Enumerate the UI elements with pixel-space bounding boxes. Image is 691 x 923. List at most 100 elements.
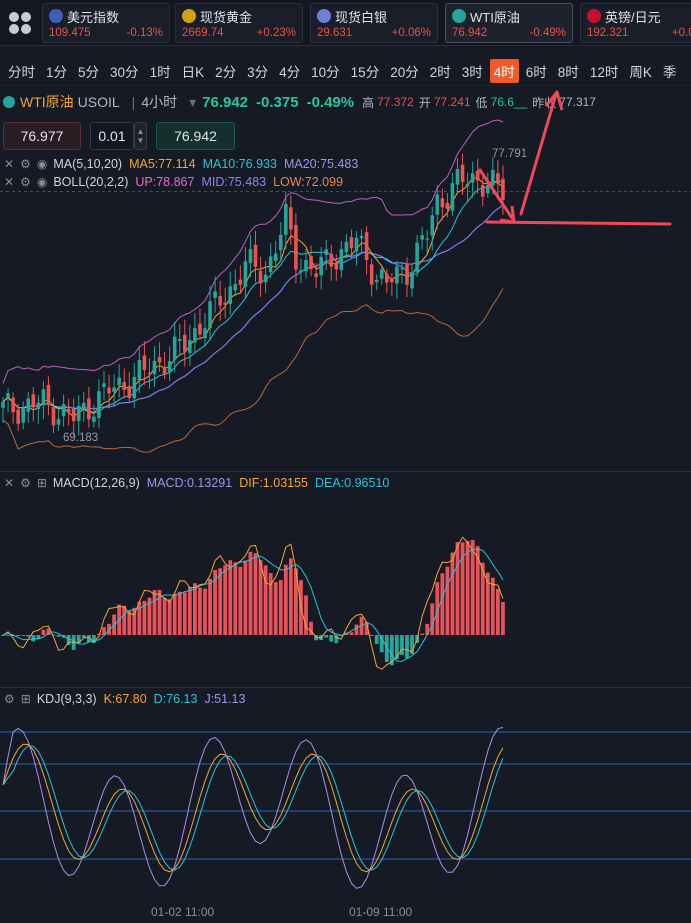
- candle-body: [480, 185, 485, 197]
- candle-body: [248, 249, 253, 264]
- macd-bar: [329, 635, 334, 642]
- timeframe-tab[interactable]: 日K: [181, 64, 205, 80]
- candle-body: [51, 407, 56, 426]
- maximize-icon[interactable]: ⊞: [36, 476, 47, 490]
- timeframe-tab[interactable]: 3分: [247, 64, 269, 80]
- quote-change: -0.49%: [529, 27, 566, 39]
- pane-divider[interactable]: [0, 471, 691, 472]
- candle-body: [36, 402, 41, 410]
- stepper-down-icon[interactable]: ▼: [136, 136, 145, 145]
- timeframe-tab[interactable]: 4分: [279, 64, 301, 80]
- d-value: D:76.13: [153, 692, 198, 706]
- eye-icon[interactable]: ◉: [36, 175, 48, 189]
- settings-icon[interactable]: ⚙: [20, 157, 31, 171]
- candle-body: [56, 419, 61, 425]
- candle-body: [284, 203, 288, 235]
- timeframe-tab[interactable]: 周K: [629, 64, 652, 80]
- macd-bar: [410, 635, 414, 655]
- quote-card[interactable]: 现货黄金 2669.74 +0.23%: [175, 3, 303, 43]
- macd-bar: [273, 582, 278, 635]
- close-icon[interactable]: ✕: [4, 476, 15, 490]
- timeframe-tab[interactable]: 6时: [525, 64, 547, 80]
- timeframe-tab[interactable]: 15分: [350, 64, 380, 80]
- period-selector[interactable]: 4小时: [141, 94, 178, 110]
- timeframe-tab[interactable]: 2分: [215, 64, 237, 80]
- settings-icon[interactable]: ⚙: [20, 175, 31, 189]
- quote-name: 现货黄金: [200, 9, 253, 25]
- close-icon[interactable]: ✕: [4, 157, 15, 171]
- candle-body: [208, 301, 212, 329]
- macd-bar: [51, 634, 56, 636]
- maximize-icon[interactable]: ⊞: [20, 692, 31, 706]
- quote-price: 76.942: [452, 27, 488, 39]
- low-label: 低: [475, 95, 488, 110]
- candle-body: [228, 286, 233, 305]
- macd-bar: [283, 564, 288, 635]
- ma5-value: MA5:77.114: [129, 157, 196, 171]
- timeframe-tab[interactable]: 2时: [429, 64, 451, 80]
- quote-card[interactable]: 英镑/日元 192.321 +0.09: [580, 3, 691, 43]
- j-line: [2, 726, 504, 889]
- flag-icon: [317, 9, 331, 23]
- candle-body: [379, 269, 384, 279]
- pane-divider[interactable]: [0, 687, 691, 688]
- quantity-stepper[interactable]: ▲ ▼: [134, 122, 147, 150]
- candle-body: [127, 386, 132, 398]
- open-label: 开: [418, 95, 431, 110]
- macd-bar: [374, 635, 379, 644]
- timeframe-tab[interactable]: 5分: [78, 64, 100, 80]
- app-menu-icon[interactable]: [0, 0, 40, 46]
- timeframe-bar: 分时 1分 5分 30分 1时 日K 2分 3分 4分 10分 15分 20分 2时 3时 4时 6时 8时 12…: [0, 56, 691, 86]
- low-value: 76.6__: [490, 95, 528, 109]
- macd-bar: [16, 635, 21, 636]
- close-icon[interactable]: ✕: [4, 175, 15, 189]
- sell-price-button[interactable]: 76.977: [3, 122, 81, 150]
- high-value: 77.372: [377, 95, 414, 109]
- symbol-name[interactable]: WTI原油: [20, 94, 74, 110]
- eye-icon[interactable]: ◉: [36, 157, 48, 171]
- timeframe-tab[interactable]: 12时: [589, 64, 619, 80]
- quote-change: +0.09: [671, 27, 691, 39]
- candle-body: [142, 355, 147, 370]
- timeframe-tab[interactable]: 1分: [46, 64, 68, 80]
- candle-body: [21, 407, 25, 423]
- macd-bar: [450, 552, 455, 635]
- macd-bar: [157, 590, 162, 635]
- timeframe-tab[interactable]: 20分: [390, 64, 419, 80]
- macd-bar: [172, 593, 177, 635]
- macd-bar: [198, 587, 202, 635]
- candle-body: [390, 278, 394, 283]
- candle-body: [324, 249, 328, 255]
- boll-label: BOLL(20,2,2): [53, 175, 129, 189]
- timeframe-tab[interactable]: 10分: [311, 64, 340, 80]
- macd-bar: [278, 580, 283, 635]
- candle-body: [41, 389, 46, 405]
- quote-card[interactable]: WTI原油 76.942 -0.49%: [445, 3, 573, 43]
- quantity-input[interactable]: 0.01: [90, 122, 134, 150]
- macd-bar: [228, 560, 233, 635]
- timeframe-tab[interactable]: 季: [662, 64, 677, 80]
- timeframe-tab[interactable]: 1时: [149, 64, 171, 80]
- timeframe-tab[interactable]: 8时: [557, 64, 579, 80]
- candle-body: [475, 170, 480, 181]
- macd-bar: [11, 635, 15, 636]
- timeframe-tab[interactable]: 30分: [110, 64, 139, 80]
- timeframe-tab[interactable]: 分时: [8, 64, 35, 80]
- quote-card[interactable]: 美元指数 109.475 -0.13%: [42, 3, 170, 43]
- settings-icon[interactable]: ⚙: [20, 476, 31, 490]
- timeframe-tab[interactable]: 3时: [461, 64, 483, 80]
- macd-bar: [420, 633, 425, 635]
- chevron-down-icon[interactable]: ▾: [189, 93, 197, 110]
- candle-body: [385, 273, 389, 283]
- quote-card[interactable]: 现货白银 29.631 +0.06%: [310, 3, 438, 43]
- timeframe-tab[interactable]: 4时: [489, 58, 519, 83]
- macd-bar: [485, 572, 490, 635]
- candle-body: [339, 249, 344, 271]
- settings-icon[interactable]: ⚙: [4, 692, 15, 706]
- macd-bar: [425, 623, 430, 635]
- macd-bar: [92, 635, 96, 644]
- quote-name: 英镑/日元: [605, 9, 661, 25]
- stepper-up-icon[interactable]: ▲: [136, 127, 145, 136]
- buy-price-button[interactable]: 76.942: [156, 122, 235, 150]
